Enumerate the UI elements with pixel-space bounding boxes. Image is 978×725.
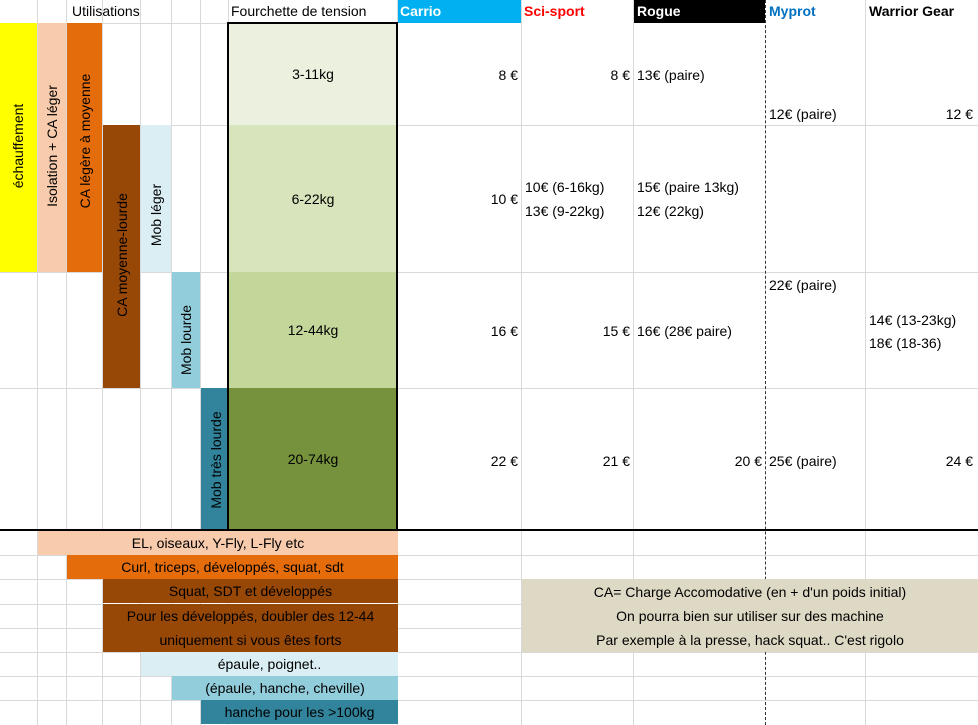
- ca-note-line-2: On pourra bien sur utiliser sur des mach…: [616, 608, 884, 624]
- use-label-mob-tres-lourde: Mob très lourde: [208, 411, 224, 509]
- range-12-44: 12-44kg: [228, 272, 398, 388]
- usage-note-mob-tres-lourde: hanche pour les >100kg: [201, 700, 398, 724]
- range-border-right: [396, 23, 398, 531]
- use-bar-mob-tres-lourde: Mob très lourde: [201, 388, 228, 530]
- brand-name-myprot: Myprot: [769, 3, 816, 19]
- price-rogue-4: 20 €: [734, 453, 762, 469]
- range-label-12-44: 12-44kg: [287, 322, 339, 338]
- price-rogue-2a: 15€ (paire 13kg): [637, 179, 739, 195]
- price-rogue-2b: 12€ (22kg): [637, 203, 704, 219]
- brand-name-carrio: Carrio: [400, 3, 442, 19]
- use-bar-mob-lourde: Mob lourde: [172, 272, 200, 388]
- range-border-left: [227, 23, 229, 531]
- price-row-divider-2: [398, 272, 978, 273]
- brand-header-scisport: Sci-sport: [522, 0, 633, 23]
- use-label-mob-leger: Mob léger: [148, 183, 164, 247]
- brand-name-warrior: Warrior Gear: [869, 3, 955, 19]
- price-carrio-1: 8 €: [498, 67, 518, 83]
- price-scisport-2b: 13€ (9-22kg): [525, 203, 605, 219]
- range-label-3-11: 3-11kg: [292, 66, 334, 82]
- usage-note-mob-leger: épaule, poignet..: [141, 652, 398, 676]
- brand-header-rogue: Rogue: [634, 0, 765, 23]
- use-label-echauffement: échauffement: [10, 103, 26, 189]
- price-carrio-3: 16 €: [490, 323, 518, 339]
- brand-header-myprot: Myprot: [766, 0, 865, 23]
- use-label-ca-moyenne-lourde: CA moyenne-lourde: [114, 193, 130, 317]
- use-label-ca-legere: CA légère à moyenne: [77, 73, 93, 209]
- brand-header-carrio: Carrio: [398, 0, 521, 23]
- price-myprot-1: 12€ (paire): [769, 106, 837, 122]
- ca-note-line-3: Par exemple à la presse, hack squat.. C'…: [596, 632, 904, 648]
- price-col-divider-3: [865, 23, 866, 530]
- price-col-divider-2: [633, 23, 634, 530]
- brand-name-rogue: Rogue: [637, 3, 681, 19]
- header-utilisations: Utilisations: [72, 3, 140, 19]
- header-fourchette: Fourchette de tension: [231, 3, 367, 19]
- brand-header-warrior: Warrior Gear: [866, 0, 978, 23]
- price-col-divider-1: [521, 23, 522, 530]
- usage-note-ca-lourde-3: uniquement si vous êtes forts: [103, 628, 398, 652]
- use-bar-ca-moyenne-lourde: CA moyenne-lourde: [103, 125, 140, 388]
- price-myprot-2: 22€ (paire): [769, 277, 837, 293]
- table-bottom-border: [0, 529, 978, 531]
- price-warrior-2b: 18€ (18-36): [869, 335, 942, 351]
- range-20-74: 20-74kg: [228, 388, 398, 530]
- price-scisport-3: 15 €: [602, 323, 630, 339]
- price-carrio-4: 22 €: [490, 453, 518, 469]
- price-warrior-2a: 14€ (13-23kg): [869, 312, 957, 328]
- use-label-mob-lourde: Mob lourde: [178, 304, 194, 376]
- brand-name-scisport: Sci-sport: [524, 3, 585, 19]
- use-label-isolation: Isolation + CA léger: [44, 85, 60, 207]
- price-rogue-3: 16€ (28€ paire): [637, 323, 732, 339]
- price-rogue-1: 13€ (paire): [637, 67, 705, 83]
- price-row-divider-3: [398, 388, 978, 389]
- price-scisport-2a: 10€ (6-16kg): [525, 179, 605, 195]
- price-warrior-1: 12 €: [945, 106, 973, 122]
- ca-note-box: [522, 579, 978, 652]
- range-6-22: 6-22kg: [228, 125, 398, 272]
- price-table-area: [398, 23, 978, 530]
- range-border-top: [227, 22, 398, 24]
- price-warrior-4: 24 €: [945, 453, 973, 469]
- range-label-6-22: 6-22kg: [291, 190, 335, 207]
- usage-note-ca-legere: Curl, triceps, développés, squat, sdt: [67, 555, 398, 579]
- range-3-11: 3-11kg: [228, 23, 398, 125]
- usage-note-mob-lourde: (épaule, hanche, cheville): [172, 676, 398, 700]
- range-label-20-74: 20-74kg: [287, 451, 339, 467]
- use-bar-isolation: Isolation + CA léger: [38, 23, 66, 272]
- price-scisport-1: 8 €: [610, 67, 630, 83]
- price-scisport-4: 21 €: [602, 453, 630, 469]
- myprot-dashed-separator: [765, 0, 766, 725]
- use-bar-echauffement: échauffement: [0, 23, 37, 272]
- usage-note-isolation: EL, oiseaux, Y-Fly, L-Fly etc: [38, 531, 398, 555]
- ca-note-line-1: CA= Charge Accomodative (en + d'un poids…: [593, 584, 907, 600]
- price-myprot-3: 25€ (paire): [769, 453, 837, 469]
- use-bar-ca-legere: CA légère à moyenne: [67, 23, 102, 272]
- price-carrio-2: 10 €: [490, 191, 518, 207]
- use-bar-mob-leger: Mob léger: [141, 125, 171, 272]
- usage-note-ca-lourde-2: Pour les développés, doubler des 12-44: [103, 604, 398, 628]
- price-row-divider-1: [398, 125, 978, 126]
- usage-note-ca-lourde-1: Squat, SDT et développés: [103, 579, 398, 603]
